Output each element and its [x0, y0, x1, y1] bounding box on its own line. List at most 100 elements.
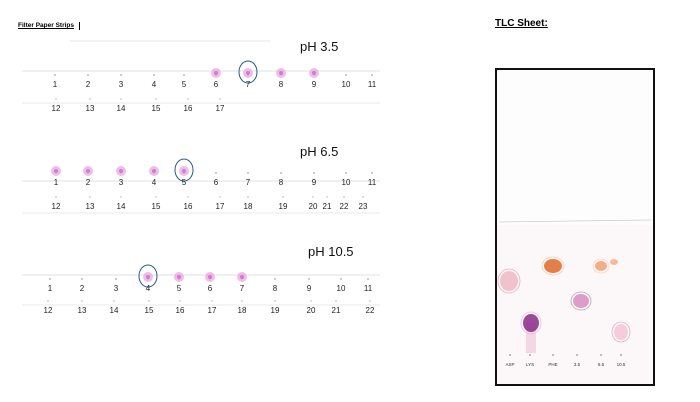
strip-number: 20	[309, 202, 318, 211]
ph-label: pH 10.5	[308, 244, 354, 259]
sample-dot	[87, 74, 89, 76]
strip-number: 12	[52, 202, 61, 211]
strip-number: 21	[323, 202, 332, 211]
strip-number: 2	[80, 284, 85, 293]
circled-spot	[138, 264, 158, 288]
sample-dot	[274, 300, 276, 302]
stain-spot-core	[182, 169, 186, 173]
strip-number: 4	[152, 178, 157, 187]
sample-dot	[369, 300, 371, 302]
sample-dot	[215, 172, 217, 174]
strip-number: 17	[216, 104, 225, 113]
origin-dot	[620, 354, 622, 356]
strip-number: 15	[145, 306, 154, 315]
strip-number: 15	[152, 202, 161, 211]
strip-number: 19	[271, 306, 280, 315]
sample-dot	[153, 74, 155, 76]
sample-dot	[113, 300, 115, 302]
sample-dot	[345, 172, 347, 174]
sample-dot	[155, 196, 157, 198]
strip-number: 3	[119, 80, 124, 89]
origin-dot	[576, 354, 578, 356]
solvent-front	[498, 219, 652, 223]
strip-number: 6	[208, 284, 213, 293]
sample-dot	[187, 98, 189, 100]
sample-dot	[313, 172, 315, 174]
spot-ring	[497, 268, 521, 294]
spot-streak	[526, 323, 536, 353]
spot-ring	[611, 321, 631, 343]
sample-dot	[120, 98, 122, 100]
sample-dot	[55, 196, 57, 198]
tlc-lane-label: ASP	[505, 362, 514, 367]
strip-number: 13	[86, 104, 95, 113]
stain-spot-core	[240, 275, 244, 279]
stain-spot-core	[86, 169, 90, 173]
sample-dot	[310, 300, 312, 302]
tlc-content: ASP LYS PHE 3.5 6.5 10.5	[497, 219, 653, 384]
tlc-title: TLC Sheet:	[495, 18, 548, 29]
circled-spot	[238, 60, 258, 84]
sample-dot	[47, 300, 49, 302]
strip-number: 16	[184, 202, 193, 211]
strip-number: 5	[182, 80, 187, 89]
sample-dot	[335, 300, 337, 302]
sample-dot	[308, 278, 310, 280]
sample-dot	[81, 300, 83, 302]
sample-dot	[81, 278, 83, 280]
strip-number: 10	[337, 284, 346, 293]
strip-number: 1	[53, 80, 58, 89]
strip-number: 22	[340, 202, 349, 211]
spot-fill	[595, 261, 607, 271]
stain-spot-core	[54, 169, 58, 173]
strip-number: 16	[176, 306, 185, 315]
tlc-lane-label: 10.5	[617, 362, 626, 367]
stain-spot-core	[177, 275, 181, 279]
sample-dot	[371, 74, 373, 76]
strip-number: 3	[119, 178, 124, 187]
stain-spot-core	[208, 275, 212, 279]
strip-number: 18	[244, 202, 253, 211]
stain-spot-core	[146, 275, 150, 279]
strip-number: 3	[114, 284, 119, 293]
stain-spot-core	[279, 71, 283, 75]
strip-number: 13	[78, 306, 87, 315]
strip-number: 22	[366, 306, 375, 315]
strip-number: 7	[246, 178, 251, 187]
tlc-spot-10-5	[611, 321, 631, 343]
section-title: Filter Paper Strips	[18, 22, 74, 29]
stain-spot-core	[119, 169, 123, 173]
sample-dot	[241, 300, 243, 302]
sample-dot	[282, 196, 284, 198]
tlc-lane-label: LYS	[526, 362, 534, 367]
strip-number: 23	[359, 202, 368, 211]
strip-number: 12	[44, 306, 53, 315]
strip-number: 9	[307, 284, 312, 293]
strip-number: 14	[117, 202, 126, 211]
strip-number: 20	[307, 306, 316, 315]
strip-number: 8	[279, 80, 284, 89]
strip-number: 19	[279, 202, 288, 211]
strip-number: 11	[368, 178, 377, 187]
spot-fill	[544, 259, 562, 273]
sample-dot	[183, 74, 185, 76]
strip-number: 17	[216, 202, 225, 211]
sample-dot	[367, 278, 369, 280]
spot-fill	[523, 314, 539, 332]
strip-number: 17	[208, 306, 217, 315]
sample-dot	[55, 98, 57, 100]
strip-number: 8	[273, 284, 278, 293]
tlc-lane-label: 3.5	[574, 362, 581, 367]
sample-dot	[280, 172, 282, 174]
strip-number: 14	[117, 104, 126, 113]
strip-number: 21	[332, 306, 341, 315]
sample-dot	[345, 74, 347, 76]
sample-dot	[312, 196, 314, 198]
stain-spot-core	[312, 71, 316, 75]
strip-number: 8	[279, 178, 284, 187]
origin-dot	[529, 354, 531, 356]
sample-dot	[343, 196, 345, 198]
